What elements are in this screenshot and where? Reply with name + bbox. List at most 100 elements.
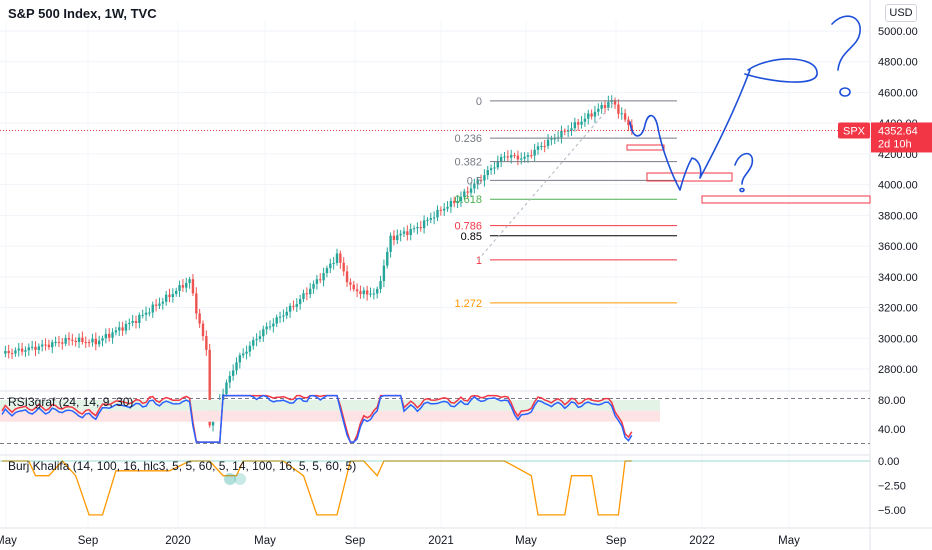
candle xyxy=(376,288,379,294)
candle xyxy=(7,350,10,354)
candle xyxy=(20,348,24,352)
candle xyxy=(620,113,623,115)
candle xyxy=(34,346,37,350)
candle xyxy=(349,282,352,285)
candle xyxy=(489,168,493,171)
candle xyxy=(128,322,131,324)
x-tick-label: Sep xyxy=(345,535,365,547)
candle xyxy=(479,180,483,182)
candle xyxy=(493,167,496,169)
candle xyxy=(439,209,443,211)
candle xyxy=(17,348,20,351)
candle xyxy=(30,346,34,348)
drawn-rectangle xyxy=(701,195,871,204)
candle xyxy=(382,265,386,281)
candle xyxy=(54,341,57,343)
y-tick-label: 4800.00 xyxy=(878,57,918,69)
fib-level-label: 0.786 xyxy=(454,221,482,233)
candle xyxy=(258,336,262,340)
candle xyxy=(309,288,312,295)
candle xyxy=(573,122,577,129)
candle xyxy=(24,350,27,352)
candle xyxy=(198,313,201,324)
candle xyxy=(332,263,335,265)
candle xyxy=(114,330,118,333)
candle xyxy=(238,355,242,363)
candle xyxy=(134,320,138,324)
candle xyxy=(205,336,208,350)
candle xyxy=(412,228,416,230)
candle xyxy=(583,118,587,122)
candle xyxy=(252,340,255,346)
candle xyxy=(121,327,124,331)
candle xyxy=(597,108,600,112)
candle xyxy=(322,273,325,281)
candle xyxy=(141,314,144,316)
y-tick-label: 3400.00 xyxy=(878,272,918,284)
candle xyxy=(396,235,399,241)
candle xyxy=(630,125,633,131)
candle xyxy=(268,326,272,328)
candle xyxy=(432,217,436,219)
candle xyxy=(516,155,520,160)
candle xyxy=(587,113,590,119)
x-tick-label: Sep xyxy=(78,535,98,547)
candle xyxy=(499,156,503,162)
candle xyxy=(335,253,339,264)
candle xyxy=(365,290,369,295)
candle xyxy=(593,111,597,117)
candle xyxy=(419,227,422,229)
burj-indicator-label[interactable]: Burj Khalifa (14, 100, 16, hlc3, 5, 5, 6… xyxy=(8,459,357,473)
candle xyxy=(429,218,432,220)
rsi-band-upper xyxy=(0,400,660,411)
candle xyxy=(81,337,84,343)
candles xyxy=(4,95,633,432)
last-price-value: 4352.64 xyxy=(878,125,918,137)
candle xyxy=(265,326,268,330)
candle xyxy=(329,263,332,269)
drawn-rectangle xyxy=(646,172,733,182)
rsi-indicator-label[interactable]: RSI3graf (24, 14, 9, 30) xyxy=(8,395,134,409)
candle xyxy=(379,280,382,289)
candle xyxy=(282,315,285,317)
currency-button[interactable]: USD xyxy=(885,4,917,22)
candle xyxy=(292,305,295,307)
candle xyxy=(352,284,355,290)
candle xyxy=(108,333,111,338)
fib-level-label: 1 xyxy=(476,255,482,267)
candle xyxy=(533,149,536,156)
candle xyxy=(399,233,402,236)
candle xyxy=(530,155,533,157)
candle-countdown: 2d 10h xyxy=(878,138,912,150)
candle xyxy=(590,113,593,117)
y-tick-label: 3000.00 xyxy=(878,333,918,345)
candle xyxy=(345,271,349,283)
candle xyxy=(319,279,322,281)
candle xyxy=(4,350,7,354)
candle xyxy=(101,338,104,341)
candle xyxy=(369,293,372,295)
candle xyxy=(164,294,168,302)
y-tick-label: 4000.00 xyxy=(878,180,918,192)
candle xyxy=(469,188,473,193)
candle xyxy=(185,282,188,288)
candle xyxy=(131,320,134,323)
candle xyxy=(104,333,108,339)
burj-y-tick: 0.00 xyxy=(878,456,899,468)
candle xyxy=(623,113,627,120)
candle xyxy=(57,341,61,343)
x-tick-label: May xyxy=(778,535,800,547)
candle xyxy=(543,145,546,147)
candle xyxy=(443,208,446,211)
candle xyxy=(255,339,258,341)
annotation-stroke xyxy=(744,58,818,83)
candle xyxy=(600,104,603,109)
question-mark-dot xyxy=(739,187,745,193)
candle xyxy=(449,200,453,207)
candle xyxy=(124,323,128,331)
rsi-fast-line xyxy=(1,394,633,443)
candle xyxy=(61,342,64,344)
x-tick-label: Sep xyxy=(606,535,626,547)
candle xyxy=(550,138,553,140)
